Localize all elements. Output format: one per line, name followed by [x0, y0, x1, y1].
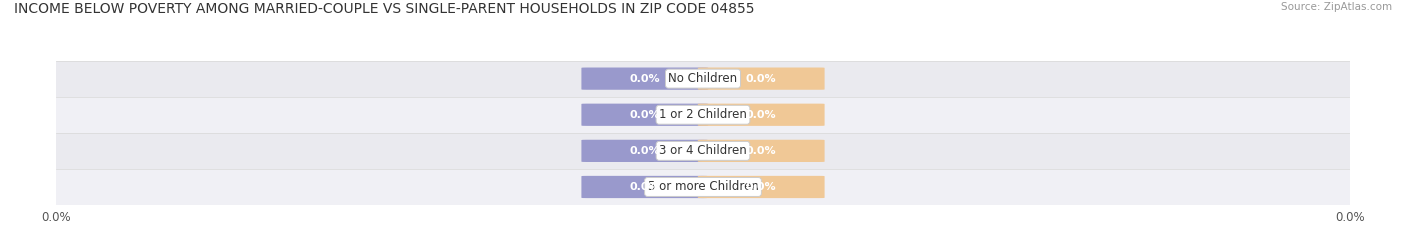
Text: 0.0%: 0.0%: [747, 74, 776, 84]
FancyBboxPatch shape: [582, 104, 709, 126]
Text: Source: ZipAtlas.com: Source: ZipAtlas.com: [1281, 2, 1392, 12]
Text: 3 or 4 Children: 3 or 4 Children: [659, 144, 747, 157]
Text: 0.0%: 0.0%: [630, 182, 659, 192]
Text: 0.0%: 0.0%: [630, 146, 659, 156]
Text: 0.0%: 0.0%: [630, 110, 659, 120]
Bar: [56, 169, 1350, 205]
FancyBboxPatch shape: [697, 140, 824, 162]
FancyBboxPatch shape: [697, 104, 824, 126]
Text: 5 or more Children: 5 or more Children: [648, 181, 758, 193]
Text: 0.0%: 0.0%: [630, 74, 659, 84]
Text: 1 or 2 Children: 1 or 2 Children: [659, 108, 747, 121]
FancyBboxPatch shape: [582, 68, 709, 90]
FancyBboxPatch shape: [582, 140, 709, 162]
Bar: [56, 133, 1350, 169]
FancyBboxPatch shape: [697, 176, 824, 198]
Text: INCOME BELOW POVERTY AMONG MARRIED-COUPLE VS SINGLE-PARENT HOUSEHOLDS IN ZIP COD: INCOME BELOW POVERTY AMONG MARRIED-COUPL…: [14, 2, 755, 16]
Bar: [56, 61, 1350, 97]
Text: 0.0%: 0.0%: [747, 110, 776, 120]
Text: No Children: No Children: [668, 72, 738, 85]
FancyBboxPatch shape: [582, 176, 709, 198]
Text: 0.0%: 0.0%: [747, 146, 776, 156]
FancyBboxPatch shape: [697, 68, 824, 90]
Text: 0.0%: 0.0%: [747, 182, 776, 192]
Bar: [56, 97, 1350, 133]
